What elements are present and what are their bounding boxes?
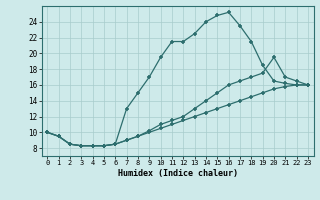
- X-axis label: Humidex (Indice chaleur): Humidex (Indice chaleur): [118, 169, 237, 178]
